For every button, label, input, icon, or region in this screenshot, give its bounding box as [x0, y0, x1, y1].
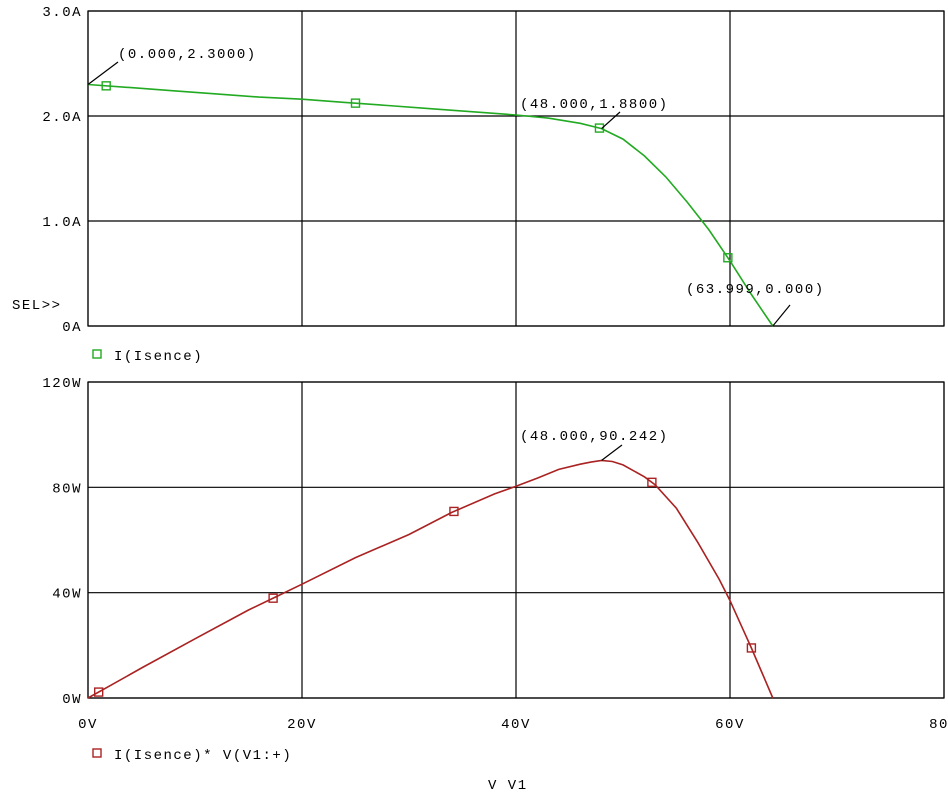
power-series-marker: [647, 477, 657, 488]
current-legend: I(Isence): [92, 349, 203, 365]
current-y-tick-label: 0A: [62, 320, 82, 336]
power-y-tick-label: 120W: [42, 376, 82, 392]
power-plot-grid: [87, 381, 945, 699]
power-plot-annotations: (48.000,90.242): [520, 429, 669, 461]
current-plot-annotations: (0.000,2.3000) (48.000,1.8800) (63.999,0.0…: [87, 47, 825, 327]
power-series-line: [87, 459, 774, 699]
x-tick-label: 20V: [287, 717, 317, 733]
power-series-marker: [449, 506, 459, 517]
x-tick-label: 40V: [501, 717, 531, 733]
current-series-marker: [101, 81, 111, 91]
point-annotation-label: (48.000,90.242): [520, 429, 669, 445]
current-plot-grid: [87, 10, 945, 327]
current-series-line: [87, 83, 774, 327]
x-tick-label: 0V: [78, 717, 98, 733]
x-tick-label: 60V: [715, 717, 745, 733]
power-y-tick-label: 80W: [52, 481, 82, 497]
power-legend-label: I(Isence)* V(V1:+): [114, 748, 292, 764]
x-axis-label: V V1: [488, 778, 528, 794]
current-series-marker: [594, 123, 605, 133]
current-legend-marker-icon: [92, 349, 102, 359]
power-legend: I(Isence)* V(V1:+): [92, 748, 292, 764]
selection-marker: SEL>>: [12, 298, 62, 314]
annotation-leader-line: [772, 304, 791, 327]
current-plot-y-ticks: 0A 1.0A 2.0A 3.0A: [42, 5, 82, 336]
power-series-marker: [93, 687, 104, 697]
power-series-marker: [746, 643, 757, 653]
power-series-marker: [268, 593, 278, 603]
power-plot-y-ticks: 0W 40W 80W 120W: [42, 376, 82, 708]
current-series-marker: [350, 98, 361, 108]
annotation-leader-line: [87, 61, 119, 85]
point-annotation-label: (0.000,2.3000): [118, 47, 257, 63]
current-plot: 0A 1.0A 2.0A 3.0A (0.000,2.3000) (48.000,1.8…: [12, 5, 945, 365]
current-series-markers: [101, 81, 733, 263]
power-series-markers: [93, 477, 757, 697]
power-y-tick-label: 0W: [62, 692, 82, 708]
power-plot-x-ticks: 0V 20V 40V 60V 80V: [78, 717, 948, 733]
power-plot: 0W 40W 80W 120W 0V 20V 40V 60V 80V (48.000,90.2…: [42, 376, 948, 794]
annotation-leader-line: [601, 444, 623, 461]
annotation-leader-line: [601, 111, 621, 130]
point-annotation-label: (48.000,1.8800): [520, 97, 669, 113]
current-series-marker: [723, 253, 733, 263]
current-y-tick-label: 2.0A: [42, 110, 82, 126]
current-y-tick-label: 3.0A: [42, 5, 82, 21]
power-legend-marker-icon: [92, 748, 102, 758]
current-legend-label: I(Isence): [114, 349, 203, 365]
power-y-tick-label: 40W: [52, 587, 82, 603]
x-tick-label: 80V: [929, 717, 948, 733]
point-annotation-label: (63.999,0.000): [686, 282, 825, 298]
current-y-tick-label: 1.0A: [42, 215, 82, 231]
